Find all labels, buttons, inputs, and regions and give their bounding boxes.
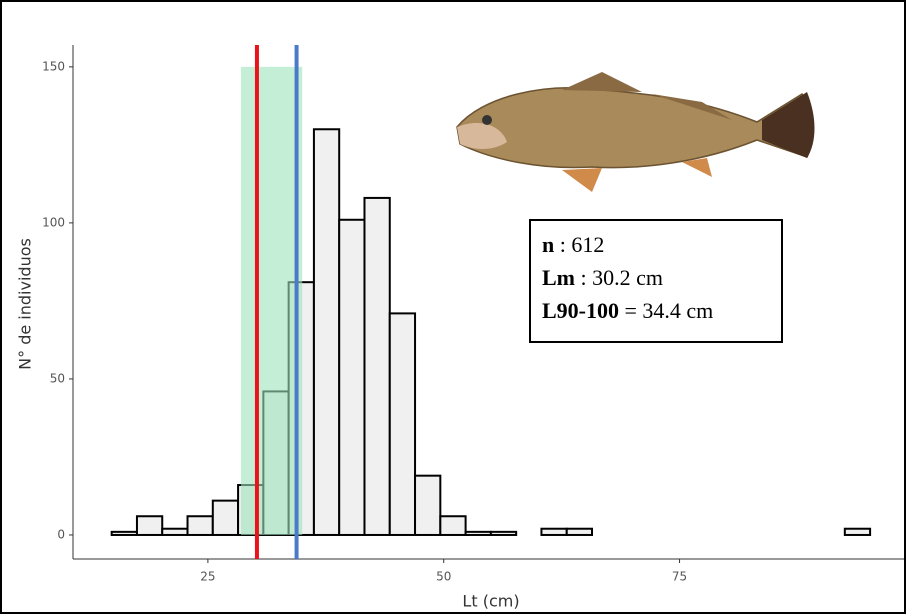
bar [843, 527, 872, 536]
y-tick-label: 0 [57, 527, 65, 541]
bar [312, 128, 341, 536]
annotation-label: Lm [542, 265, 575, 290]
annotation-text: : 30.2 cm [575, 265, 663, 290]
bar [414, 474, 442, 536]
bar [540, 527, 568, 536]
bar [565, 527, 594, 536]
bar [464, 530, 492, 536]
y-tick-label: 150 [42, 59, 65, 73]
annotation-frame [529, 219, 783, 343]
annotation-label: n [542, 232, 554, 257]
y-tick-label: 50 [50, 371, 65, 385]
bar [489, 530, 518, 536]
x-axis-title: Lt (cm) [462, 592, 519, 611]
bar [338, 218, 366, 536]
bar [211, 499, 240, 536]
bar [186, 515, 214, 536]
x-tick-label: 25 [200, 570, 215, 584]
annotation-box: n : 612 Lm : 30.2 cm L90-100 = 34.4 cm [529, 219, 783, 343]
y-axis-title: N° de individuos [16, 238, 35, 370]
annotation-text: = 34.4 cm [619, 298, 713, 323]
annotation-line: Lm : 30.2 cm [542, 265, 663, 290]
bar [161, 527, 189, 536]
annotation-line: L90-100 = 34.4 cm [542, 298, 713, 323]
bar [110, 530, 138, 536]
bar [439, 515, 467, 536]
bar [135, 515, 164, 536]
annotation-text: : 612 [554, 232, 604, 257]
annotation-label: L90-100 [542, 298, 619, 323]
shaded-band [240, 66, 303, 535]
annotation-line: n : 612 [542, 232, 604, 257]
plot-layer: 0 50 100 150 25 50 75 [42, 45, 904, 584]
fish-image [456, 72, 815, 192]
bar [363, 196, 391, 536]
bar [388, 312, 417, 536]
y-tick-label: 100 [42, 215, 65, 229]
x-tick-label: 75 [672, 570, 687, 584]
x-tick-label: 50 [436, 570, 451, 584]
